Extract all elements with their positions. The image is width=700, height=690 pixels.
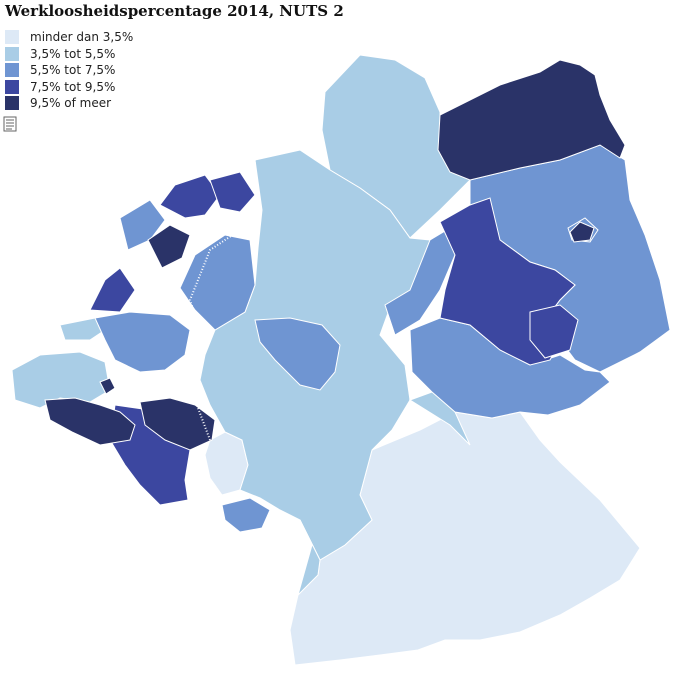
region-netherlands-north-west[interactable] — [119, 199, 166, 251]
legend-swatch — [5, 79, 19, 94]
legend-label: 7,5% tot 9,5% — [30, 79, 116, 94]
region-east-netherlands[interactable] — [179, 234, 256, 331]
legend: minder dan 3,5% 3,5% tot 5,5% 5,5% tot 7… — [5, 29, 133, 112]
legend-item: 7,5% tot 9,5% — [5, 79, 133, 96]
region-muenster[interactable] — [254, 317, 341, 391]
region-mecklenburg-vorpommern[interactable] — [437, 59, 626, 181]
region-drenthe[interactable] — [209, 171, 256, 213]
region-brussels[interactable] — [99, 377, 116, 395]
region-liege[interactable] — [139, 397, 216, 451]
legend-item: minder dan 3,5% — [5, 29, 133, 46]
region-flevoland[interactable] — [147, 224, 191, 269]
legend-swatch — [5, 63, 19, 78]
region-zeeland[interactable] — [59, 317, 106, 341]
national-border — [188, 160, 256, 441]
region-flanders[interactable] — [94, 311, 191, 373]
legend-item: 9,5% of meer — [5, 95, 133, 112]
legend-swatch — [5, 96, 19, 111]
legend-label: 9,5% of meer — [30, 96, 112, 111]
region-hainaut[interactable] — [44, 397, 136, 446]
map-title: Werkloosheidspercentage 2014, NUTS 2 — [5, 2, 344, 20]
document-icon[interactable] — [3, 116, 17, 132]
class-lt-3-5 — [204, 411, 641, 666]
region-leipzig[interactable] — [529, 304, 579, 359]
legend-label: minder dan 3,5% — [30, 30, 134, 45]
legend-swatch — [5, 30, 19, 45]
region-berlin-core[interactable] — [569, 221, 595, 243]
class-gt-9-5 — [44, 59, 626, 451]
legend-label: 3,5% tot 5,5% — [30, 46, 116, 61]
region-hessen-south[interactable] — [297, 519, 321, 597]
region-saarland[interactable] — [221, 497, 271, 533]
region-bayern-bw[interactable] — [289, 411, 641, 666]
region-west-belgium[interactable] — [11, 351, 111, 409]
legend-label: 5,5% tot 7,5% — [30, 63, 116, 78]
region-zuid-holland[interactable] — [89, 267, 136, 313]
legend-item: 3,5% tot 5,5% — [5, 46, 133, 63]
legend-swatch — [5, 46, 19, 61]
legend-item: 5,5% tot 7,5% — [5, 62, 133, 79]
